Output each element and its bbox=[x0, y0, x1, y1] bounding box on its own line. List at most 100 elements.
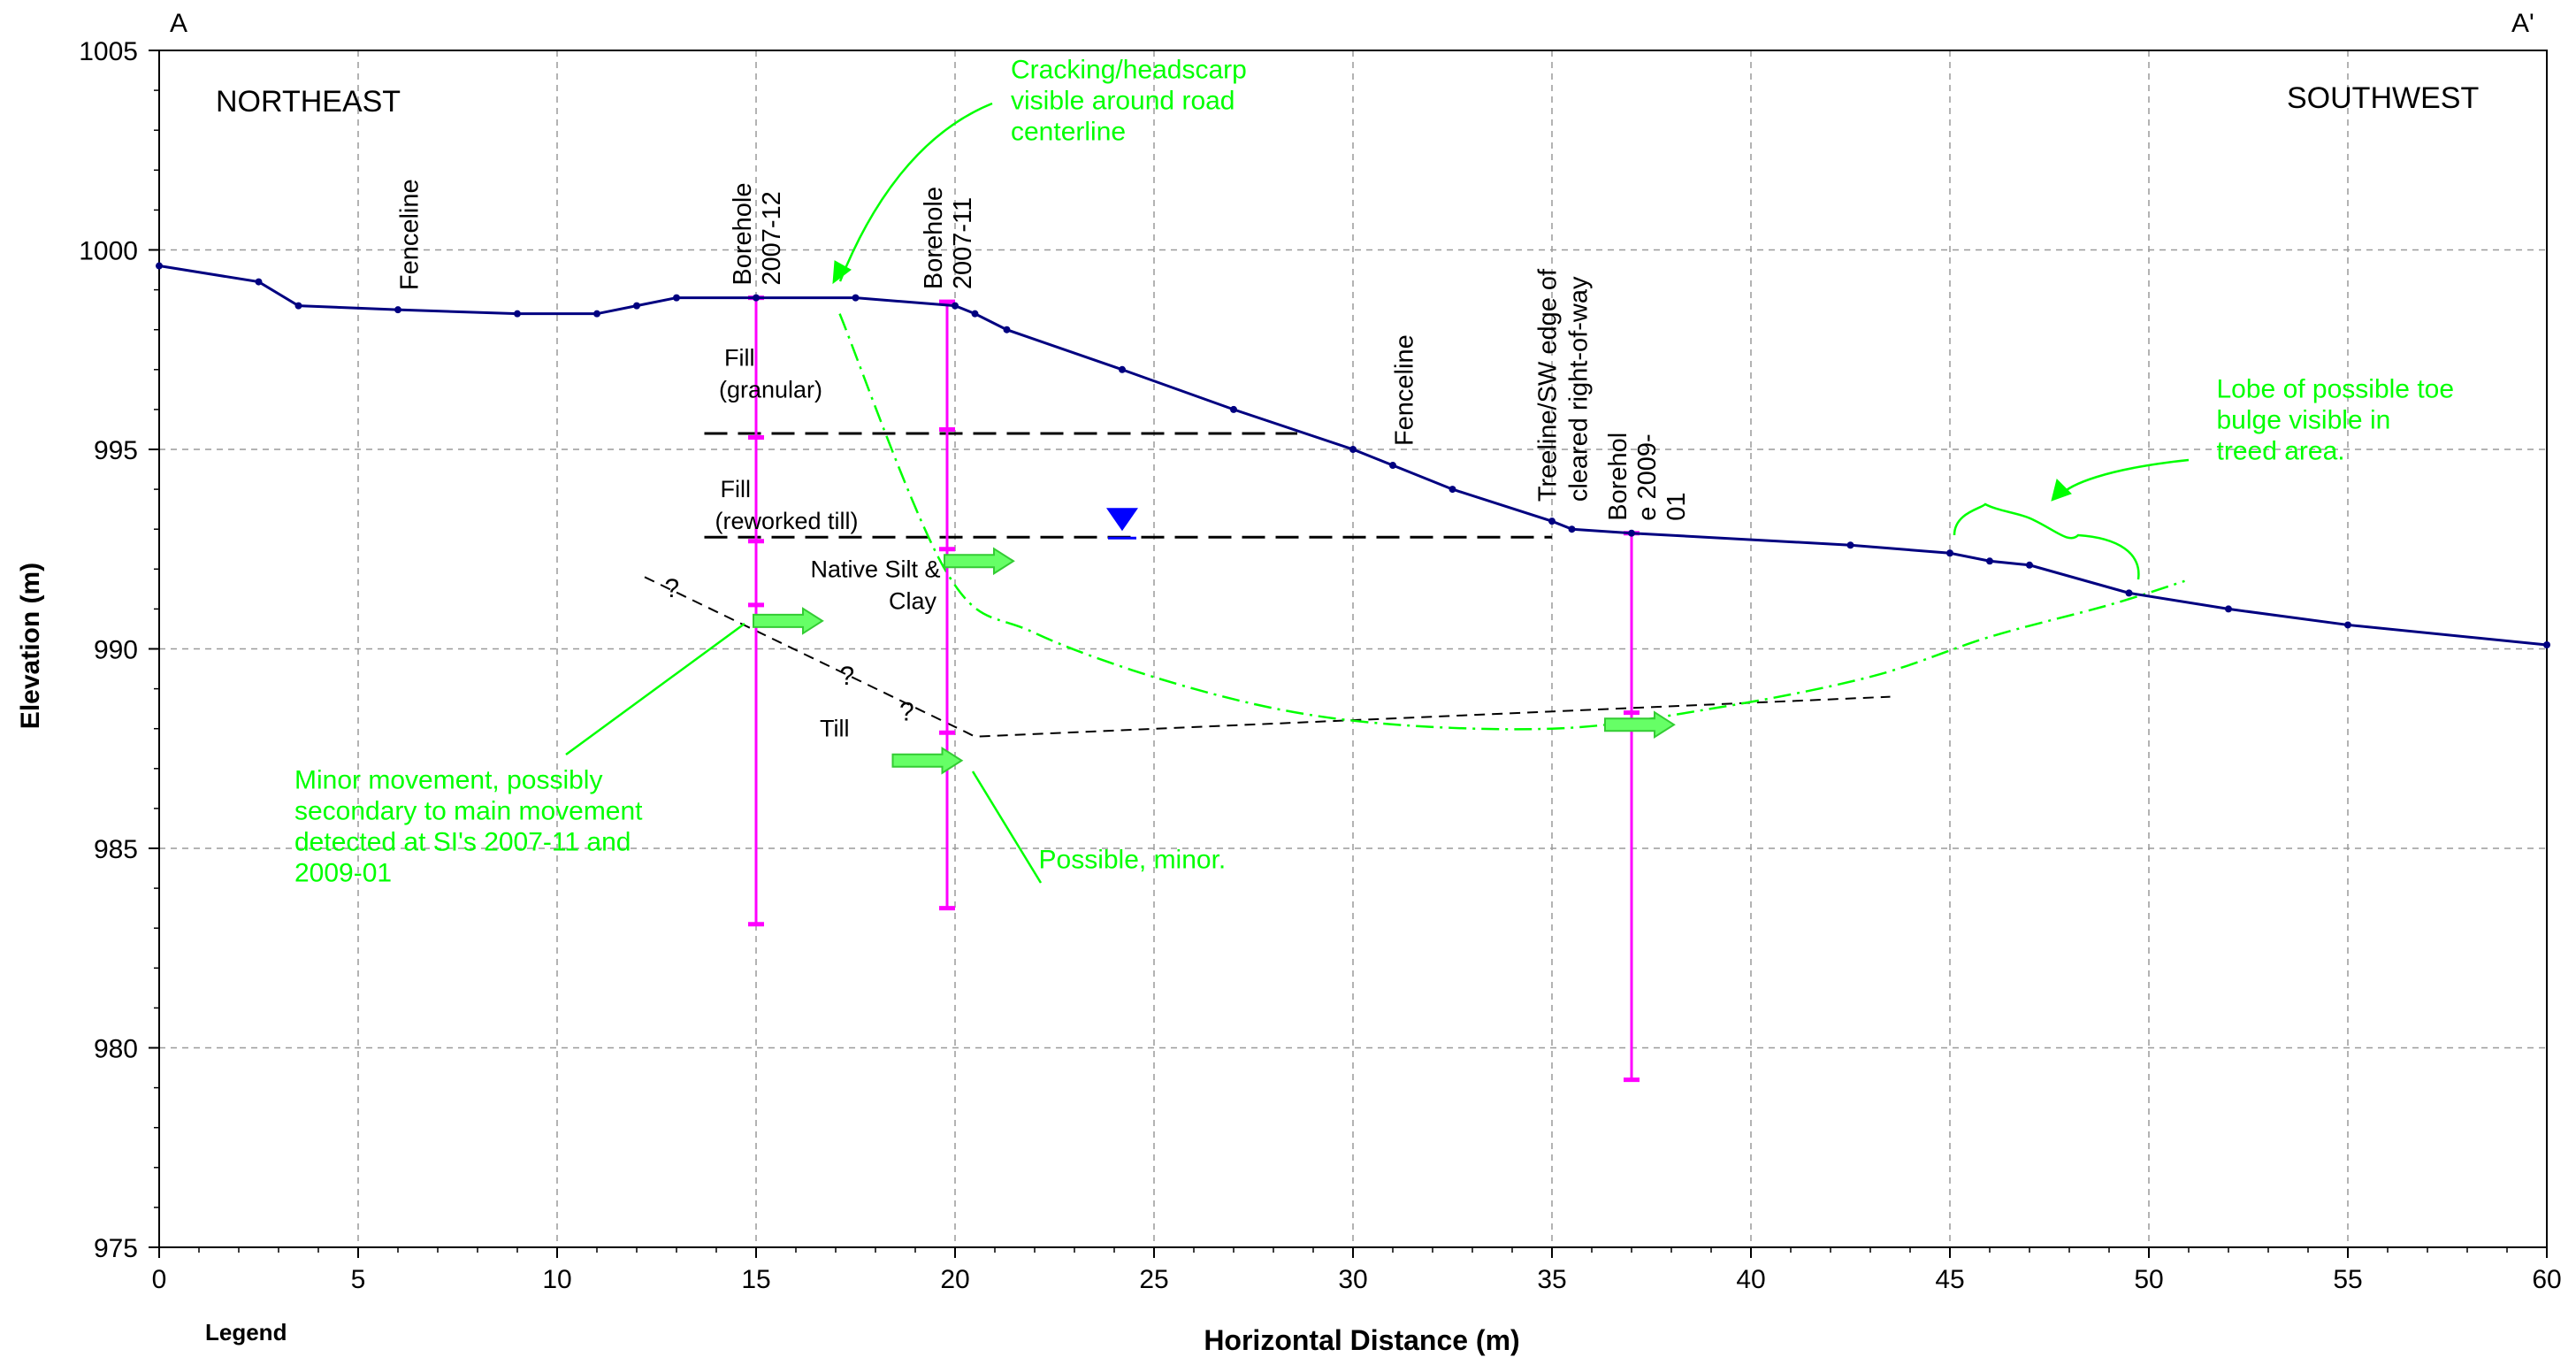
annotation-minor-movement: Minor movement, possibly secondary to mai… bbox=[294, 765, 643, 887]
borehole-label: Borehole 2009-01 bbox=[1604, 433, 1691, 521]
borehole: Borehole 2009-01 bbox=[1604, 433, 1691, 1083]
x-tick-label: 60 bbox=[2532, 1265, 2561, 1294]
vertical-label: Fenceline bbox=[1391, 334, 1419, 446]
ground-point bbox=[394, 306, 401, 314]
x-tick-label: 5 bbox=[351, 1265, 366, 1294]
movement-arrow-icon bbox=[944, 547, 1015, 576]
stratum-label-line: Fill bbox=[724, 344, 755, 371]
annotation-leaders bbox=[565, 102, 2190, 884]
x-tick-label: 45 bbox=[1935, 1265, 1964, 1294]
y-tick-label: 995 bbox=[94, 436, 138, 465]
ground-point bbox=[2125, 589, 2133, 597]
y-tick-label: 980 bbox=[94, 1035, 138, 1064]
ground-point bbox=[1349, 446, 1357, 453]
vertical-label-line: Fenceline bbox=[1391, 334, 1419, 446]
slip-surface-line bbox=[838, 313, 2185, 731]
stratum-label-line: Native Silt & bbox=[810, 556, 940, 582]
borehole-label: Borehole2007-11 bbox=[920, 187, 977, 289]
ground-point bbox=[1846, 541, 1854, 549]
legend-label: Legend bbox=[205, 1319, 287, 1346]
x-tick-label: 30 bbox=[1338, 1265, 1367, 1294]
x-tick-label: 15 bbox=[741, 1265, 770, 1294]
movement-arrow-icon bbox=[891, 746, 964, 775]
vertical-label: Fenceline bbox=[396, 179, 424, 290]
ground-point bbox=[2225, 605, 2232, 613]
ground-point bbox=[971, 310, 979, 318]
y-tick-label: 1005 bbox=[79, 37, 138, 66]
axes: 0 5 10 15 20 25 30 35 40 45 50 55 60 975 980 985 990 995 1… bbox=[79, 37, 2561, 1294]
y-tick-label: 990 bbox=[94, 636, 138, 665]
minor-movement-leader bbox=[565, 622, 745, 756]
vertical-label-line: cleared right-of-way bbox=[1565, 276, 1594, 502]
water-table bbox=[1106, 508, 1138, 540]
toe-bulge-brace bbox=[1953, 502, 2140, 580]
y-tick-label: 1000 bbox=[79, 237, 138, 266]
vertical-label: Treeline/SW edge of cleared right-of-way bbox=[1534, 268, 1594, 502]
movement-arrow-icon bbox=[1604, 710, 1676, 740]
headscarp-leader bbox=[838, 102, 993, 282]
ground-point bbox=[593, 310, 600, 318]
stratum-label: Native Silt & Clay bbox=[810, 556, 940, 614]
movement-arrows bbox=[753, 547, 1676, 775]
borehole: Borehole2007-12 bbox=[729, 183, 786, 927]
ground-point bbox=[1548, 518, 1556, 525]
borehole-label-line: Borehole bbox=[920, 187, 948, 289]
arrowhead-icon bbox=[832, 260, 852, 285]
annotation-minor-movement-line: 2009-01 bbox=[294, 858, 392, 887]
borehole: Borehole2007-11 bbox=[920, 187, 977, 911]
annotation-toe-bulge-line: treed area. bbox=[2217, 436, 2345, 465]
annotation-minor-movement-line: secondary to main movement bbox=[294, 796, 643, 825]
stratum-label: Fill (reworked till) bbox=[715, 476, 859, 534]
borehole-label-line: 2007-11 bbox=[949, 197, 977, 289]
slip-surface bbox=[838, 313, 2185, 731]
x-tick-label: 50 bbox=[2134, 1265, 2163, 1294]
ground-surface bbox=[156, 262, 2550, 648]
arrowhead-icon bbox=[2051, 479, 2072, 502]
annotation-minor-movement-line: Minor movement, possibly bbox=[294, 765, 602, 794]
annotation-possible-minor-line: Possible, minor. bbox=[1039, 846, 1227, 875]
ground-point bbox=[852, 294, 860, 302]
borehole-label-line: 01 bbox=[1663, 492, 1691, 520]
y-tick-label: 985 bbox=[94, 835, 138, 864]
x-tick-label: 10 bbox=[542, 1265, 571, 1294]
ground-point bbox=[753, 294, 760, 302]
possible-minor-leader bbox=[971, 770, 1043, 884]
stratum-label: Till bbox=[820, 716, 850, 742]
ground-point bbox=[294, 302, 302, 310]
ground-point bbox=[1628, 529, 1635, 537]
borehole-label-line: Borehole bbox=[729, 183, 757, 286]
ground-point bbox=[1568, 525, 1576, 533]
x-tick-label: 20 bbox=[940, 1265, 969, 1294]
x-tick-label: 0 bbox=[152, 1265, 167, 1294]
ground-point bbox=[1986, 557, 1993, 565]
strata-lines bbox=[644, 432, 1891, 738]
direction-southwest: SOUTHWEST bbox=[2287, 81, 2479, 115]
ground-point bbox=[1449, 486, 1456, 494]
annotation-toe-bulge-line: bulge visible in bbox=[2217, 405, 2391, 434]
stratum-label-line: (reworked till) bbox=[715, 508, 859, 534]
stratum-label-line: Till bbox=[820, 716, 850, 742]
section-start-label: A bbox=[170, 9, 187, 38]
direction-northeast: NORTHEAST bbox=[216, 85, 401, 119]
x-tick-label: 55 bbox=[2333, 1265, 2362, 1294]
ground-point bbox=[1946, 549, 1953, 557]
ground-point bbox=[2026, 561, 2033, 569]
toe-bulge-leader bbox=[2060, 458, 2190, 496]
vertical-label-line: Treeline/SW edge of bbox=[1534, 268, 1563, 502]
y-axis-label: Elevation (m) bbox=[16, 563, 45, 729]
annotation-toe-bulge-line: Lobe of possible toe bbox=[2217, 374, 2455, 403]
movement-arrow-icon bbox=[753, 607, 824, 635]
vertical-label-line: Fenceline bbox=[396, 179, 424, 290]
borehole-label-line: 2007-12 bbox=[758, 191, 786, 285]
x-axis-label: Horizontal Distance (m) bbox=[1204, 1324, 1519, 1356]
ground-point bbox=[2344, 621, 2351, 629]
stratum-label-line: Fill bbox=[721, 476, 752, 502]
annotation-headscarp: Cracking/headscarp visible around road cen… bbox=[1011, 56, 1247, 147]
stratum-label-line: Clay bbox=[889, 587, 937, 614]
ground-point bbox=[514, 310, 521, 318]
x-tick-label: 35 bbox=[1537, 1265, 1566, 1294]
stratum-label-line: (granular) bbox=[719, 376, 822, 402]
section-end-label: A' bbox=[2511, 9, 2534, 38]
